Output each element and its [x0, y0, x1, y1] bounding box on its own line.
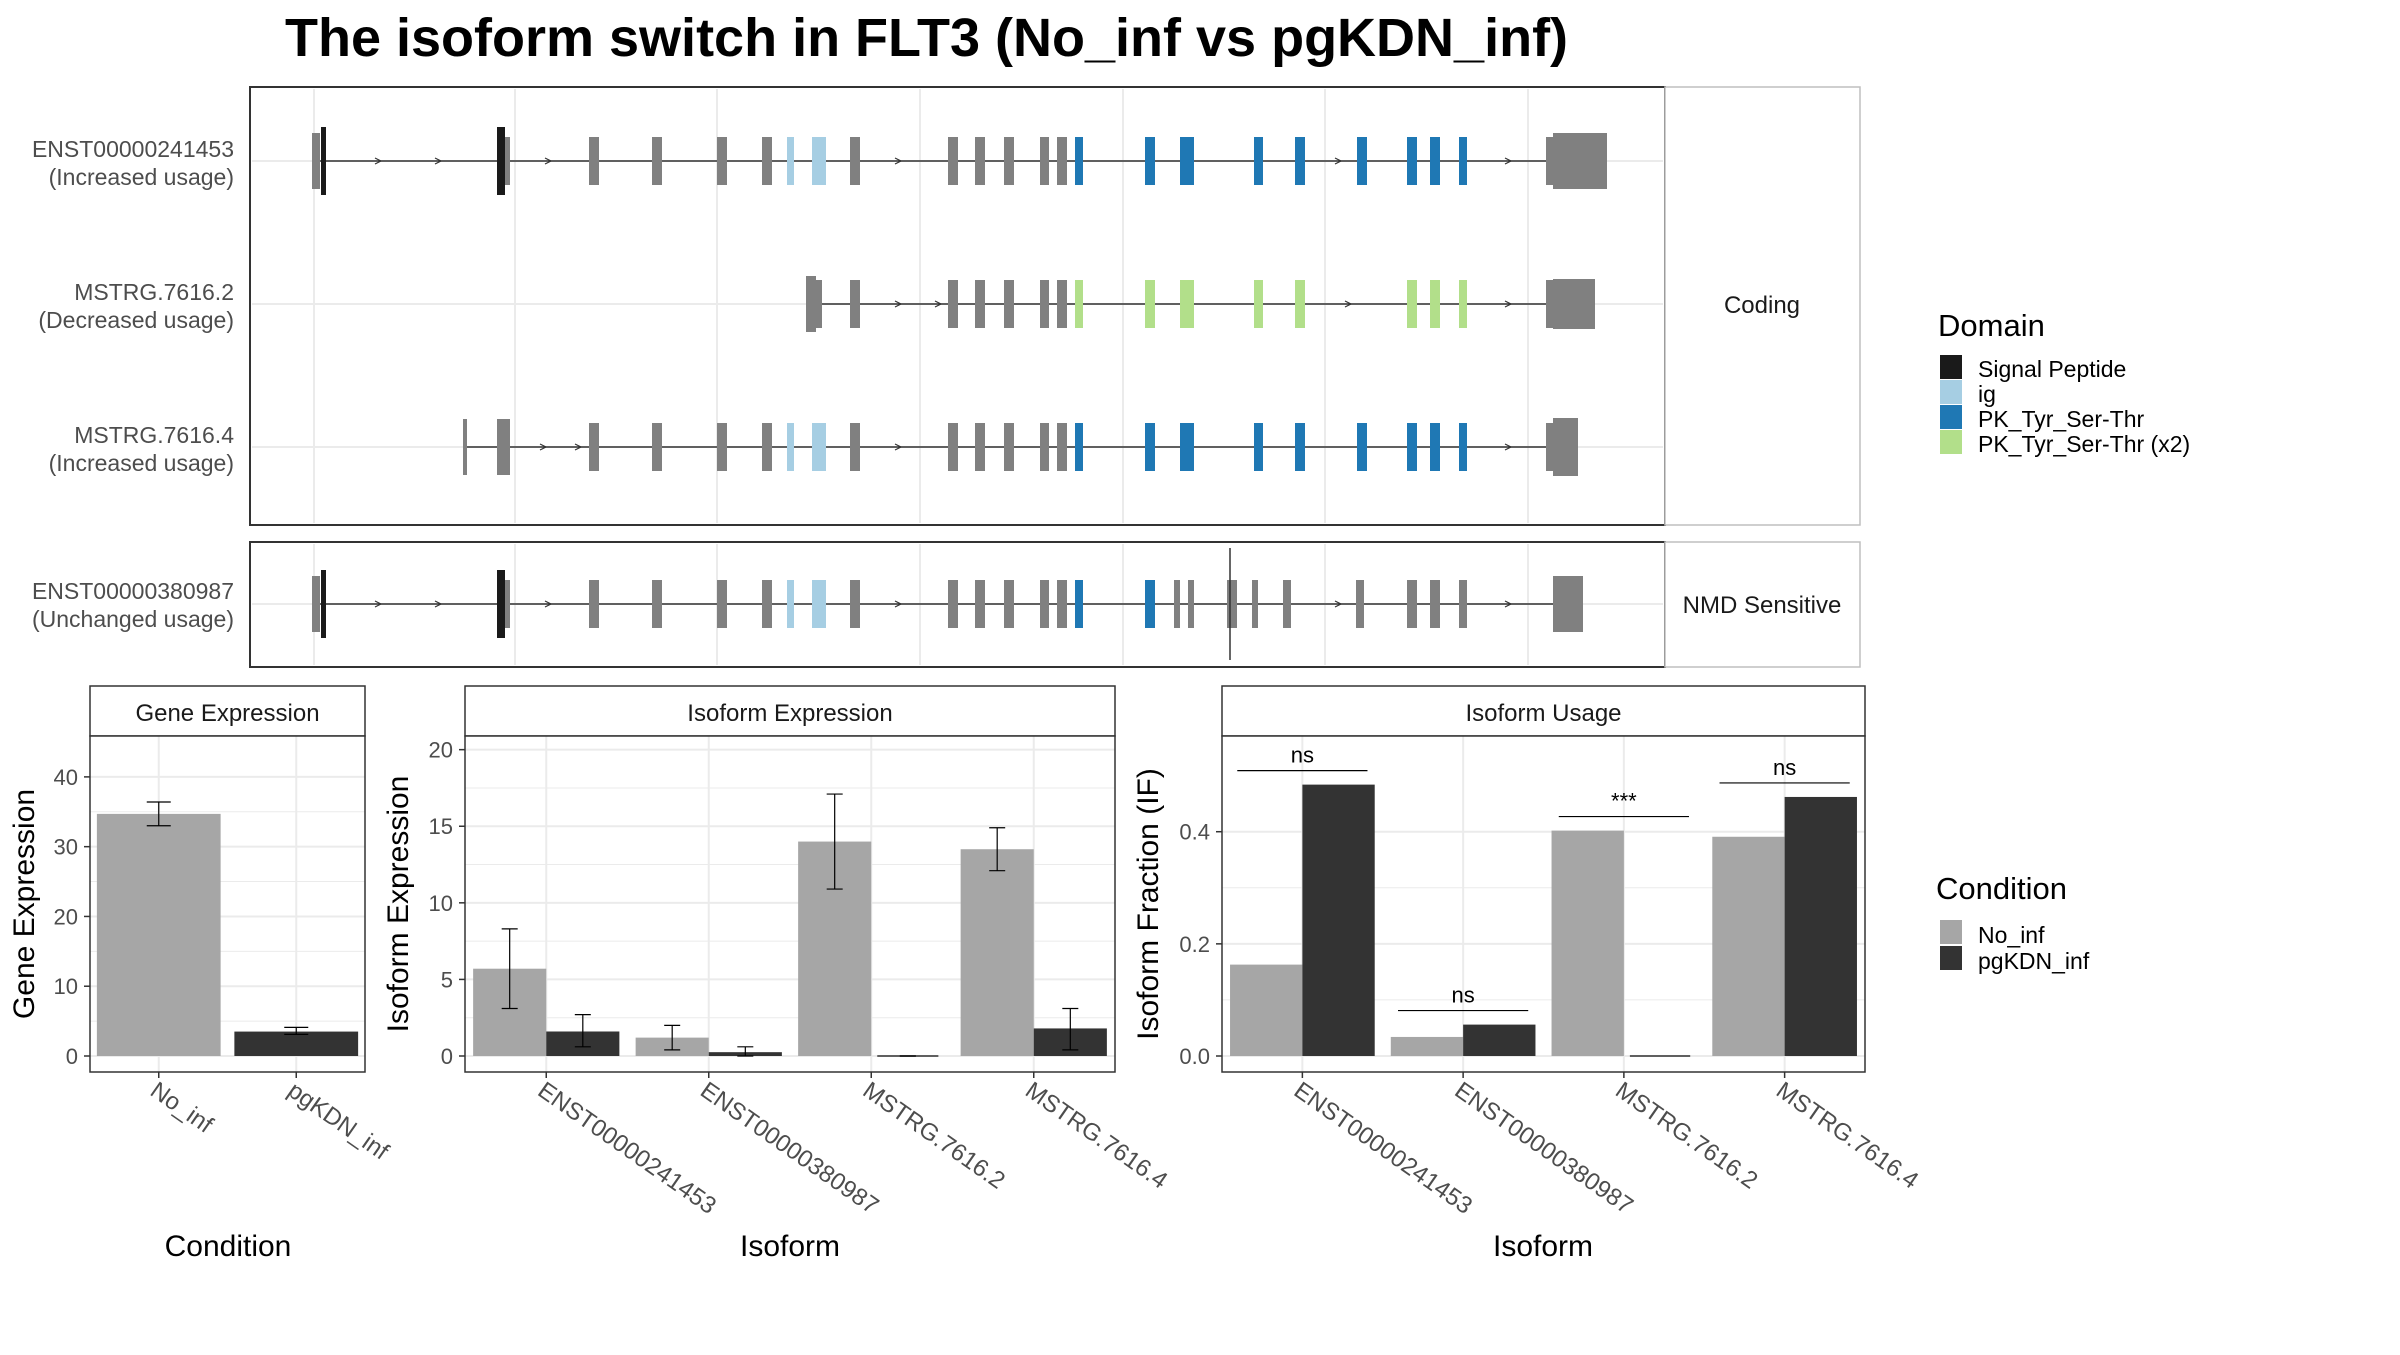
strip: [89, 685, 366, 737]
y-tick-label: 20: [54, 904, 78, 929]
legend-swatch-pk-x2: [1940, 430, 1962, 454]
isoform-track-enst00000380987: [312, 548, 1583, 660]
significance-label: ns: [1452, 983, 1475, 1008]
legend-swatch-pk: [1940, 405, 1962, 429]
strip: [464, 685, 1116, 737]
y-tick-label: 30: [54, 835, 78, 860]
isoform-usage-label: (Unchanged usage): [32, 606, 234, 632]
bar: [1230, 964, 1303, 1056]
strip-title: Isoform Usage: [1465, 700, 1621, 727]
x-axis-title: Isoform: [1493, 1230, 1593, 1263]
panel-border: [1221, 735, 1866, 1073]
y-tick-label: 0.4: [1179, 820, 1210, 845]
isoform-usage-label: (Increased usage): [49, 450, 234, 476]
isoform-label: ENST00000380987: [32, 578, 234, 604]
strip-title: Isoform Expression: [687, 700, 892, 727]
legend-label: Signal Peptide: [1978, 356, 2126, 382]
panel-border: [464, 735, 1116, 1073]
y-axis-title: Gene Expression: [8, 789, 41, 1019]
y-tick-label: 10: [429, 891, 453, 916]
y-axis-title: Isoform Expression: [382, 776, 415, 1033]
isoform-usage-label: (Decreased usage): [38, 307, 234, 333]
legend-label: pgKDN_inf: [1978, 948, 2090, 974]
significance-label: ns: [1291, 743, 1314, 768]
strip: [1221, 685, 1866, 737]
bar: [1302, 784, 1375, 1056]
facet-label-nmd: NMD Sensitive: [1683, 592, 1842, 619]
legend-swatch-pgkdn-inf: [1940, 946, 1962, 970]
bar: [1551, 830, 1624, 1056]
x-tick-label: MSTRG.7616.2: [1610, 1077, 1762, 1195]
figure-title: The isoform switch in FLT3 (No_inf vs pg…: [285, 8, 1568, 68]
y-tick-label: 15: [429, 814, 453, 839]
legend-label: ig: [1978, 381, 1996, 407]
y-tick-label: 20: [429, 738, 453, 763]
isoform-label: MSTRG.7616.4: [74, 422, 234, 448]
domain-legend: Domain Signal Peptide ig PK_Tyr_Ser-Thr …: [1938, 308, 2190, 457]
chart-panel-isoform-usage: Isoform Usage ns ns *** ns 0.0 0.2 0.4 ENST00000…: [1132, 685, 1923, 1263]
bar: [234, 1031, 359, 1056]
isoform-usage-label: (Increased usage): [49, 164, 234, 190]
structure-panel-coding: Coding: [249, 86, 1861, 526]
bar: [96, 813, 221, 1056]
x-tick-label: MSTRG.7616.4: [1771, 1077, 1923, 1195]
isoform-labels: ENST00000241453 (Increased usage) MSTRG.…: [32, 136, 234, 632]
isoform-label: MSTRG.7616.2: [74, 279, 234, 305]
x-tick-label: MSTRG.7616.4: [1020, 1077, 1172, 1195]
legend-swatch-ig: [1940, 380, 1962, 404]
x-tick-label: MSTRG.7616.2: [858, 1077, 1010, 1195]
x-tick-label: No_inf: [145, 1077, 218, 1139]
isoform-track-enst00000241453: [312, 127, 1607, 195]
x-tick-label: ENST00000380987: [1450, 1077, 1638, 1220]
y-tick-label: 5: [441, 967, 453, 992]
x-tick-label: ENST00000241453: [533, 1077, 721, 1220]
y-tick-label: 0.0: [1179, 1044, 1210, 1069]
legend-swatch-no-inf: [1940, 920, 1962, 944]
structure-panel-nmd: NMD Sensitive: [249, 541, 1861, 668]
y-tick-label: 0.2: [1179, 932, 1210, 957]
legend-label: PK_Tyr_Ser-Thr: [1978, 406, 2144, 432]
domain-legend-title: Domain: [1938, 308, 2045, 343]
y-tick-label: 0: [66, 1044, 78, 1069]
legend-label: No_inf: [1978, 922, 2045, 948]
bar-charts: Gene Expression 0 10 20 30 40 No_inf pgKDN_inf C…: [8, 685, 1923, 1263]
bar: [960, 849, 1034, 1056]
significance-label: ***: [1611, 789, 1637, 814]
chart-panel-gene-expression: Gene Expression 0 10 20 30 40 No_inf pgKDN_inf C…: [8, 685, 394, 1263]
isoform-track-mstrg76162: [806, 276, 1595, 332]
x-tick-label: pgKDN_inf: [283, 1077, 394, 1166]
condition-legend: Condition No_inf pgKDN_inf: [1936, 871, 2090, 974]
legend-label: PK_Tyr_Ser-Thr (x2): [1978, 431, 2190, 457]
isoform-track-mstrg76164: [463, 418, 1578, 476]
y-tick-label: 10: [54, 974, 78, 999]
x-tick-label: ENST00000241453: [1289, 1077, 1477, 1220]
x-axis-title: Isoform: [740, 1230, 840, 1263]
legend-swatch-signal-peptide: [1940, 355, 1962, 379]
bar: [1784, 796, 1857, 1056]
x-tick-label: ENST00000380987: [695, 1077, 883, 1220]
bar: [1390, 1036, 1464, 1056]
panel-border: [89, 735, 366, 1073]
significance-label: ns: [1773, 755, 1796, 780]
bar: [1712, 836, 1785, 1056]
strip-title: Gene Expression: [135, 700, 319, 727]
y-axis-title: Isoform Fraction (IF): [1132, 768, 1165, 1040]
bar: [1463, 1024, 1536, 1056]
condition-legend-title: Condition: [1936, 871, 2067, 906]
chart-panel-isoform-expression: Isoform Expression 0 5 10 15 20 ENST0000024145…: [382, 685, 1172, 1263]
facet-label-coding: Coding: [1724, 292, 1800, 319]
y-tick-label: 40: [54, 765, 78, 790]
x-axis-title: Condition: [165, 1230, 292, 1263]
isoform-label: ENST00000241453: [32, 136, 234, 162]
y-tick-label: 0: [441, 1044, 453, 1069]
